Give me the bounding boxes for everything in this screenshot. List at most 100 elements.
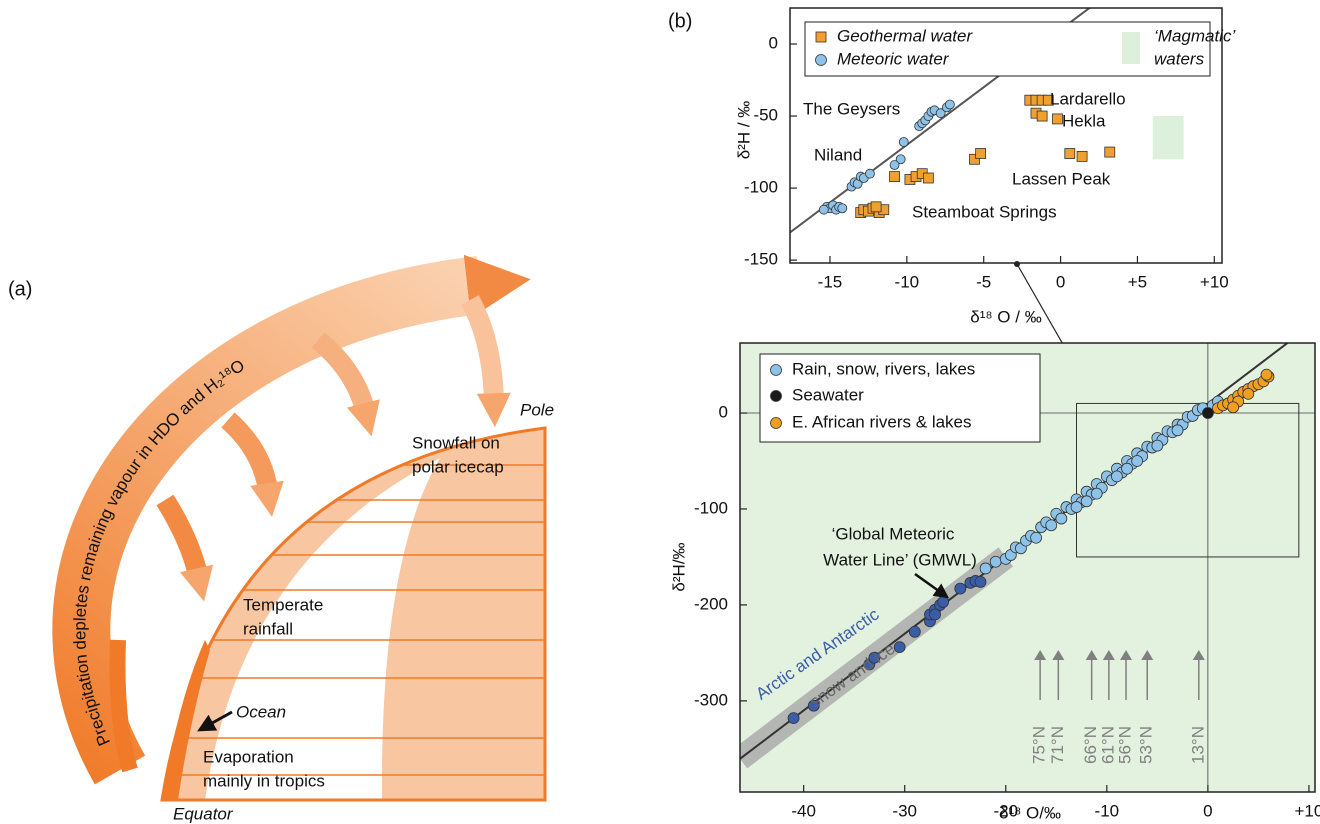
ocean [162,640,210,800]
panel-label: (a) [8,278,32,300]
legend-label: E. African rivers & lakes [792,412,972,431]
y-tick-label: -100 [694,498,728,517]
x-tick-label: +10 [1200,272,1229,291]
y-tick-label: -50 [753,106,778,125]
legend-swatch [1122,32,1140,64]
point [1064,148,1076,159]
x-axis-title: δ¹⁸ O/‰ [999,803,1061,822]
point [1070,501,1083,513]
point [1090,487,1103,500]
vapour-arc [52,254,531,785]
point [1242,387,1255,400]
annotation: ‘Global Meteoric [832,524,955,543]
pole-label: Pole [520,400,554,419]
point [975,148,987,159]
legend-label: waters [1154,49,1205,68]
latitude-label: 71°N [1048,726,1067,764]
legend-swatch [815,31,827,43]
point [818,204,829,215]
latitude-label: 66°N [1081,726,1100,764]
point [1030,531,1042,544]
x-tick-label: 0 [1056,272,1065,291]
equator-label: Equator [173,804,234,823]
point [895,154,906,165]
annotation: The Geysers [803,99,900,118]
temperate-label: rainfall [243,619,293,638]
point [969,153,980,165]
x-tick-label: -10 [895,272,920,291]
ocean-arrow [197,710,233,732]
point [1076,150,1088,162]
magmatic-region [1152,116,1184,160]
legend-box [804,21,1211,77]
point [893,641,906,654]
latitude-arrowhead [1120,650,1133,660]
latitude-label: 75°N [1030,726,1049,764]
legend-box [759,353,1041,443]
point [1052,113,1063,125]
latitude-arrowhead [1085,650,1098,660]
x-tick-label: -30 [892,801,917,820]
point [889,160,900,170]
y-tick-label: -100 [744,178,778,197]
point [1111,470,1123,483]
point [1036,110,1048,122]
latitude-arrowhead [1192,650,1205,660]
point [1045,519,1058,532]
precip-arrow [221,412,284,517]
point [908,625,921,638]
gmwl-pointer [914,572,950,599]
evaporation-label: Evaporation [203,747,294,766]
point [1042,94,1054,106]
point [889,171,900,182]
ocean-label: Ocean [236,702,286,721]
x-tick-label: +10 [1295,801,1320,820]
annotation: Steamboat Springs [912,202,1057,221]
y-axis-title: δ²H/‰ [669,542,688,591]
point [870,201,882,213]
legend-swatch [770,390,782,402]
point [979,562,992,575]
legend-swatch [815,54,827,66]
point [787,712,800,725]
x-tick-label: 0 [1203,801,1212,820]
temperate-label: Temperate [243,595,323,614]
point [1201,407,1214,419]
legend-swatch [770,364,782,376]
plot-frame [789,7,1223,264]
point [974,575,987,588]
legend-label: Seawater [792,385,864,404]
point [922,172,934,184]
latitude-label: 53°N [1137,726,1156,764]
x-tick-label: -5 [976,272,991,291]
panel-label: (b) [668,10,692,32]
point [1121,462,1133,475]
point [1131,455,1144,467]
legend-swatch [770,417,782,429]
y-tick-label: 0 [719,403,728,422]
x-tick-label: +5 [1128,272,1147,291]
point [1104,146,1116,158]
x-tick-label: -20 [993,801,1018,820]
legend-label: Rain, snow, rivers, lakes [792,359,975,378]
point [937,596,950,608]
point [1080,495,1093,508]
snowfall-label: polar icecap [412,457,504,476]
latitude-label: 61°N [1098,726,1117,764]
chart: 75°N 71°N 66°N61°N56°N 53°N 13°N -40 -30 -20 -10… [669,342,1320,822]
surface-outline [160,426,547,802]
point [807,699,820,712]
x-tick-label: -10 [1095,801,1120,820]
x-tick-label: -15 [818,272,843,291]
evaporation-label: mainly in tropics [203,771,325,790]
point [1227,401,1240,414]
point [837,203,848,214]
legend-label: Meteoric water [837,49,950,68]
annotation: Water Line’ (GMWL) [823,550,977,569]
x-axis-title: δ¹⁸ O / ‰ [970,307,1041,326]
point [868,651,881,664]
arc-tail [109,639,138,773]
precip-arrow [461,295,511,428]
